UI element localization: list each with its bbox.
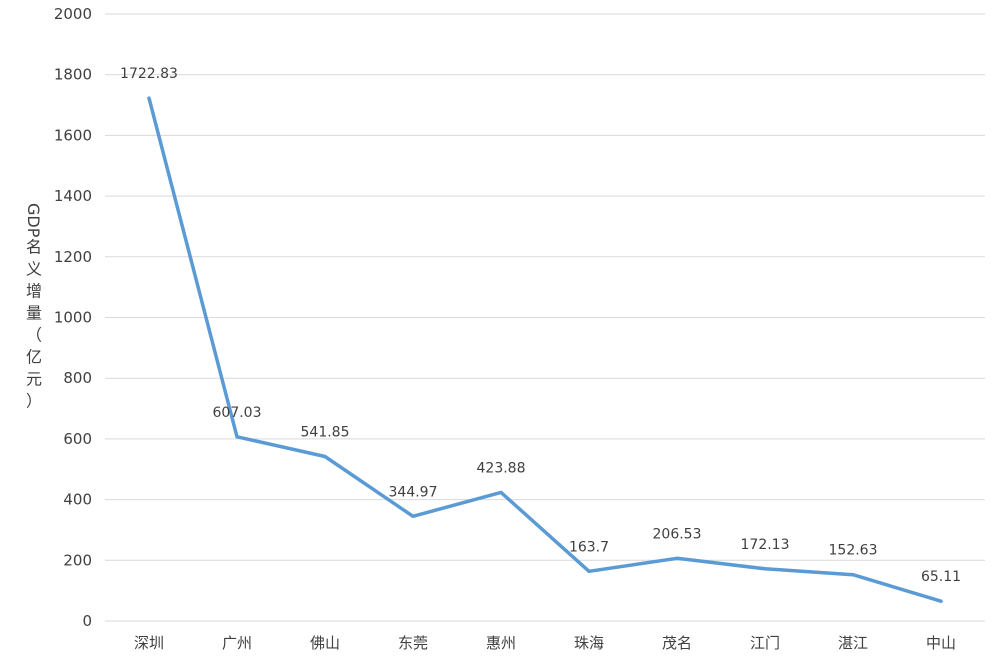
y-tick-label: 600 <box>63 430 92 448</box>
data-label: 344.97 <box>389 484 438 500</box>
x-category-label: 深圳 <box>134 634 164 652</box>
y-tick-label: 1200 <box>54 248 92 266</box>
data-label: 65.11 <box>921 569 961 585</box>
y-tick-label: 1800 <box>54 66 92 84</box>
y-axis-label-text: GDP <box>24 203 43 238</box>
y-tick-label: 800 <box>63 369 92 387</box>
y-tick-label: 400 <box>63 491 92 509</box>
data-label: 206.53 <box>653 526 702 542</box>
y-axis-label-char: 名 <box>26 238 42 257</box>
y-tick-label: 1600 <box>54 126 92 144</box>
y-tick-label: 1000 <box>54 309 92 327</box>
data-label: 152.63 <box>829 543 878 559</box>
y-axis-ticks: 0 200 400 600 800 1000 1200 1400 1600 1800 2000 <box>54 5 92 630</box>
series <box>147 96 943 603</box>
y-axis-label-char: 增 <box>26 282 42 301</box>
x-category-label: 惠州 <box>486 634 516 652</box>
data-label: 163.7 <box>569 539 609 555</box>
data-label: 541.85 <box>301 425 350 441</box>
y-axis-label-char: 亿 <box>26 348 42 367</box>
x-axis-categories: 深圳 广州 佛山 东莞 惠州 珠海 茂名 江门 湛江 中山 <box>134 634 956 652</box>
y-tick-label: 200 <box>63 551 92 569</box>
x-category-label: 广州 <box>222 634 252 652</box>
x-category-label: 东莞 <box>398 634 428 652</box>
y-axis-label-char: 义 <box>26 260 42 279</box>
x-category-label: 茂名 <box>662 634 692 652</box>
y-axis-label-char: ） <box>26 392 42 411</box>
x-category-label: 珠海 <box>574 634 604 652</box>
data-label: 423.88 <box>477 460 526 476</box>
x-category-label: 湛江 <box>838 634 868 652</box>
y-axis-label-char: 元 <box>26 370 42 389</box>
series-line <box>147 96 943 603</box>
y-tick-label: 2000 <box>54 5 92 23</box>
gridlines <box>105 13 985 622</box>
y-tick-label: 0 <box>82 612 92 630</box>
data-labels: 1722.83 607.03 541.85 344.97 423.88 163.7 206.… <box>120 66 961 585</box>
x-category-label: 江门 <box>750 634 780 652</box>
data-label: 607.03 <box>213 405 262 421</box>
data-label: 1722.83 <box>120 66 178 82</box>
y-tick-label: 1400 <box>54 187 92 205</box>
x-category-label: 佛山 <box>310 634 340 652</box>
y-axis-label-char: 量 <box>26 304 42 323</box>
x-category-label: 中山 <box>926 634 956 652</box>
data-label: 172.13 <box>741 537 790 553</box>
y-axis-label-char: （ <box>26 326 42 345</box>
